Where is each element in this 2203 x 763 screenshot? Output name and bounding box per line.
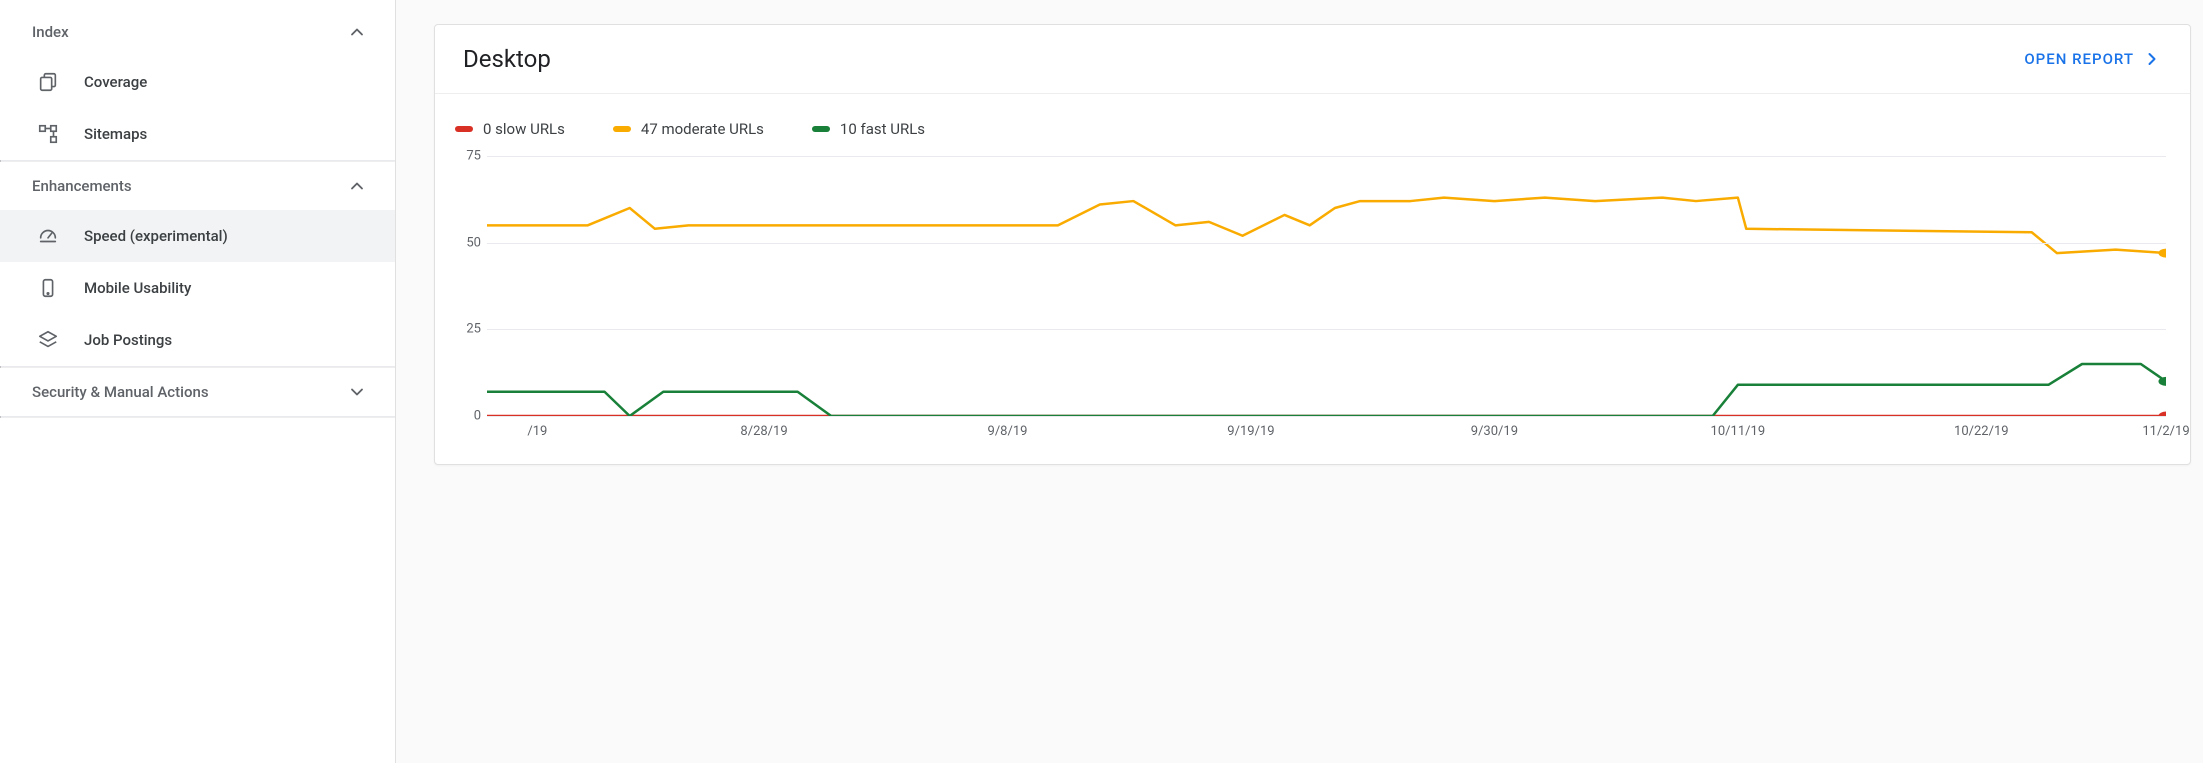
sidebar-section-label: Index — [32, 23, 69, 41]
speed-icon — [36, 224, 60, 248]
legend-label: 0 slow URLs — [483, 120, 565, 138]
open-report-link[interactable]: OPEN REPORT — [2024, 49, 2162, 69]
chevron-right-icon — [2142, 49, 2162, 69]
legend-label: 47 moderate URLs — [641, 120, 764, 138]
desktop-speed-card: Desktop OPEN REPORT 0 slow URLs — [434, 24, 2191, 465]
x-tick-label: 11/2/19 — [2142, 424, 2189, 439]
series-line-moderate — [487, 198, 2166, 253]
coverage-icon — [36, 70, 60, 94]
divider — [0, 416, 395, 418]
sidebar-item-label: Job Postings — [84, 331, 172, 349]
grid-line — [487, 416, 2166, 417]
sidebar-section-label: Security & Manual Actions — [32, 383, 209, 401]
sidebar-item-job-postings[interactable]: Job Postings — [0, 314, 395, 366]
legend-swatch-slow — [455, 126, 473, 132]
chevron-up-icon — [347, 22, 367, 42]
legend-item-fast: 10 fast URLs — [812, 120, 925, 138]
sidebar-section-label: Enhancements — [32, 177, 132, 195]
series-line-fast — [487, 364, 2166, 416]
chart-legend: 0 slow URLs 47 moderate URLs 10 fast URL… — [451, 114, 2174, 156]
series-end-marker-moderate — [2158, 249, 2166, 258]
app-root: Index Coverage Sitemaps Enhancements — [0, 0, 2203, 763]
sidebar-item-label: Mobile Usability — [84, 279, 191, 297]
layers-icon — [36, 328, 60, 352]
card-body: 0 slow URLs 47 moderate URLs 10 fast URL… — [435, 94, 2190, 464]
sidebar-item-label: Sitemaps — [84, 125, 147, 143]
x-tick-label: 8/28/19 — [740, 424, 787, 439]
sidebar: Index Coverage Sitemaps Enhancements — [0, 0, 396, 763]
legend-item-slow: 0 slow URLs — [455, 120, 565, 138]
main-content: Desktop OPEN REPORT 0 slow URLs — [396, 0, 2203, 763]
card-header: Desktop OPEN REPORT — [435, 25, 2190, 94]
open-report-label: OPEN REPORT — [2024, 50, 2134, 68]
grid-line — [487, 329, 2166, 330]
sidebar-section-enhancements[interactable]: Enhancements — [0, 162, 395, 210]
chart: 0255075 /198/28/199/8/199/19/199/30/1910… — [451, 156, 2174, 444]
y-tick-label: 50 — [466, 235, 481, 250]
x-tick-label: 10/11/19 — [1711, 424, 1766, 439]
y-tick-label: 75 — [466, 149, 481, 164]
x-tick-label: /19 — [527, 424, 547, 439]
plot-area — [487, 156, 2166, 416]
sidebar-item-label: Coverage — [84, 73, 147, 91]
sidebar-section-index[interactable]: Index — [0, 8, 395, 56]
sitemaps-icon — [36, 122, 60, 146]
y-axis: 0255075 — [451, 156, 485, 416]
mobile-icon — [36, 276, 60, 300]
chevron-down-icon — [347, 382, 367, 402]
sidebar-item-sitemaps[interactable]: Sitemaps — [0, 108, 395, 160]
chevron-up-icon — [347, 176, 367, 196]
sidebar-section-security[interactable]: Security & Manual Actions — [0, 368, 395, 416]
chart-svg — [487, 156, 2166, 416]
legend-label: 10 fast URLs — [840, 120, 925, 138]
sidebar-item-speed[interactable]: Speed (experimental) — [0, 210, 395, 262]
x-tick-label: 10/22/19 — [1954, 424, 2009, 439]
sidebar-item-label: Speed (experimental) — [84, 227, 228, 245]
x-axis: /19 8/28/19 9/8/19 9/19/19 9/30/19 10/11/19 10… — [487, 424, 2166, 444]
x-tick-label: 9/19/19 — [1227, 424, 1274, 439]
legend-item-moderate: 47 moderate URLs — [613, 120, 764, 138]
legend-swatch-moderate — [613, 126, 631, 132]
x-tick-label: 9/8/19 — [988, 424, 1028, 439]
legend-swatch-fast — [812, 126, 830, 132]
grid-line — [487, 243, 2166, 244]
y-tick-label: 0 — [474, 409, 481, 424]
y-tick-label: 25 — [466, 322, 481, 337]
sidebar-item-mobile-usability[interactable]: Mobile Usability — [0, 262, 395, 314]
x-tick-label: 9/30/19 — [1471, 424, 1518, 439]
sidebar-item-coverage[interactable]: Coverage — [0, 56, 395, 108]
grid-line — [487, 156, 2166, 157]
card-title: Desktop — [463, 45, 551, 73]
